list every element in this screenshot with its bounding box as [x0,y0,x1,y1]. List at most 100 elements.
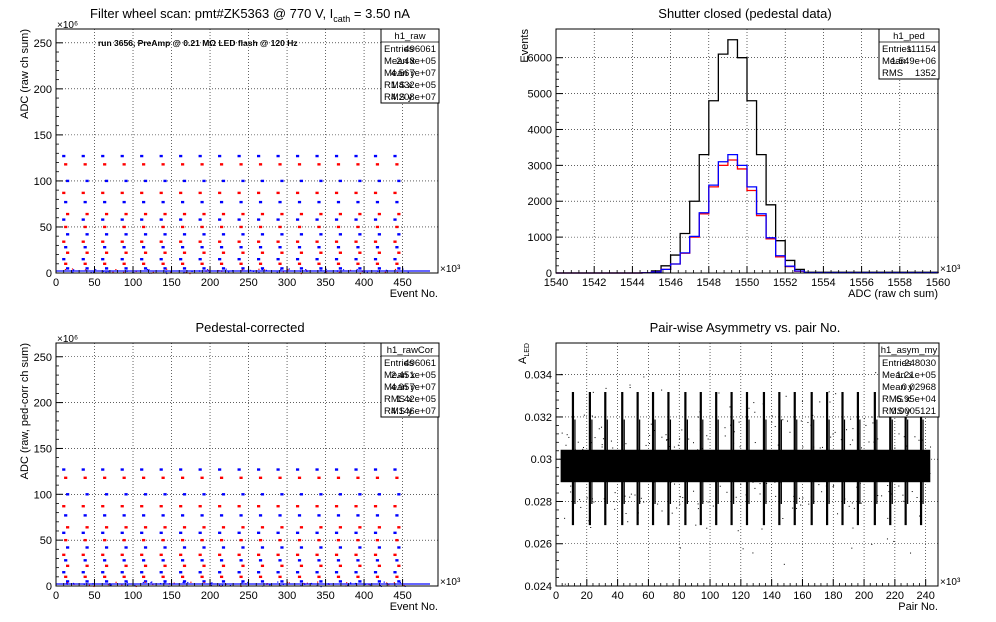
asymmetry-point [753,402,755,404]
data-point-baseline [56,270,430,272]
data-point [218,191,222,195]
data-point [221,546,226,549]
data-point [334,505,339,508]
asymmetry-point [676,452,678,454]
data-point [221,251,226,254]
data-point [356,262,360,265]
asymmetry-point [580,506,582,508]
asymmetry-point [834,431,836,433]
data-point [182,581,184,584]
x-tick-label: 100 [124,277,142,289]
asymmetry-point [850,418,852,420]
y-tick-label: 50 [40,222,52,234]
asymmetry-point [774,481,776,483]
data-point [161,575,165,579]
asymmetry-point [591,498,593,500]
asymmetry-point [661,510,663,512]
asymmetry-point [832,486,834,488]
data-point [182,493,187,496]
data-point [103,225,107,229]
data-point [297,163,302,166]
data-point [62,505,66,508]
asymmetry-point [893,540,895,542]
asymmetry-point [748,407,750,409]
data-point [397,526,401,529]
x-exponent: ×10³ [940,264,961,275]
data-point [395,262,399,265]
asymmetry-point [914,436,916,438]
data-point [317,581,319,583]
data-point [200,476,204,479]
asymmetry-point [920,508,922,510]
asymmetry-point [868,450,870,452]
asymmetry-point [640,497,642,499]
data-point [163,212,167,216]
data-point [62,257,66,261]
asymmetry-point [852,527,854,529]
data-point [319,179,323,183]
asymmetry-point [929,473,931,475]
data-point [407,271,409,273]
data-point [278,538,282,542]
asymmetry-point [636,475,638,477]
data-point [189,272,191,275]
asymmetry-point [629,387,631,389]
data-point [219,163,224,166]
asymmetry-point [600,479,602,481]
asymmetry-point [681,429,683,431]
data-point [317,163,321,166]
stats-box-frame [380,28,440,104]
data-point [218,240,222,243]
data-point [260,526,265,529]
data-point [336,262,341,265]
asymmetry-point [833,485,835,487]
data-point [356,200,360,204]
data-point [258,225,263,229]
data-point [66,564,70,568]
data-point [354,553,358,557]
data-point [218,257,222,261]
asymmetry-point [643,501,645,503]
data-point [257,154,261,158]
asymmetry-point [736,460,738,462]
data-point [299,179,304,183]
data-point [120,468,124,471]
data-point [159,257,163,261]
asymmetry-point [860,456,862,458]
asymmetry-point [822,476,824,478]
data-point [143,580,148,583]
data-point [221,580,226,583]
stats-box-frame [878,342,940,418]
data-point [280,179,284,183]
data-point [83,538,87,542]
y-axis-label-main: Events [519,29,531,63]
data-point [81,240,85,243]
data-point [142,262,146,265]
data-point [198,505,202,508]
data-point [383,581,385,583]
data-point [299,564,304,568]
data-point [317,538,321,542]
data-point [161,163,165,166]
data-point [124,564,128,568]
data-point [180,476,185,479]
data-point [182,580,187,583]
asymmetry-point [696,471,698,473]
data-point [104,526,109,529]
data-point [180,514,185,517]
data-point [122,225,126,229]
asymmetry-point [592,391,594,393]
data-point [278,200,282,204]
asymmetry-point [582,448,584,450]
y-exponent: ×10⁶ [57,20,78,31]
data-point [163,251,167,254]
data-point [237,531,241,535]
run-annotation: run 3656, PreAmp @ 0.21 MΩ LED flash @ 1… [98,38,298,48]
asymmetry-point [877,438,879,440]
asymmetry-point [825,485,827,487]
data-point [395,575,399,579]
data-point [159,154,163,158]
data-point [239,246,243,249]
x-tick-label: 180 [824,590,842,602]
data-point [120,505,124,508]
